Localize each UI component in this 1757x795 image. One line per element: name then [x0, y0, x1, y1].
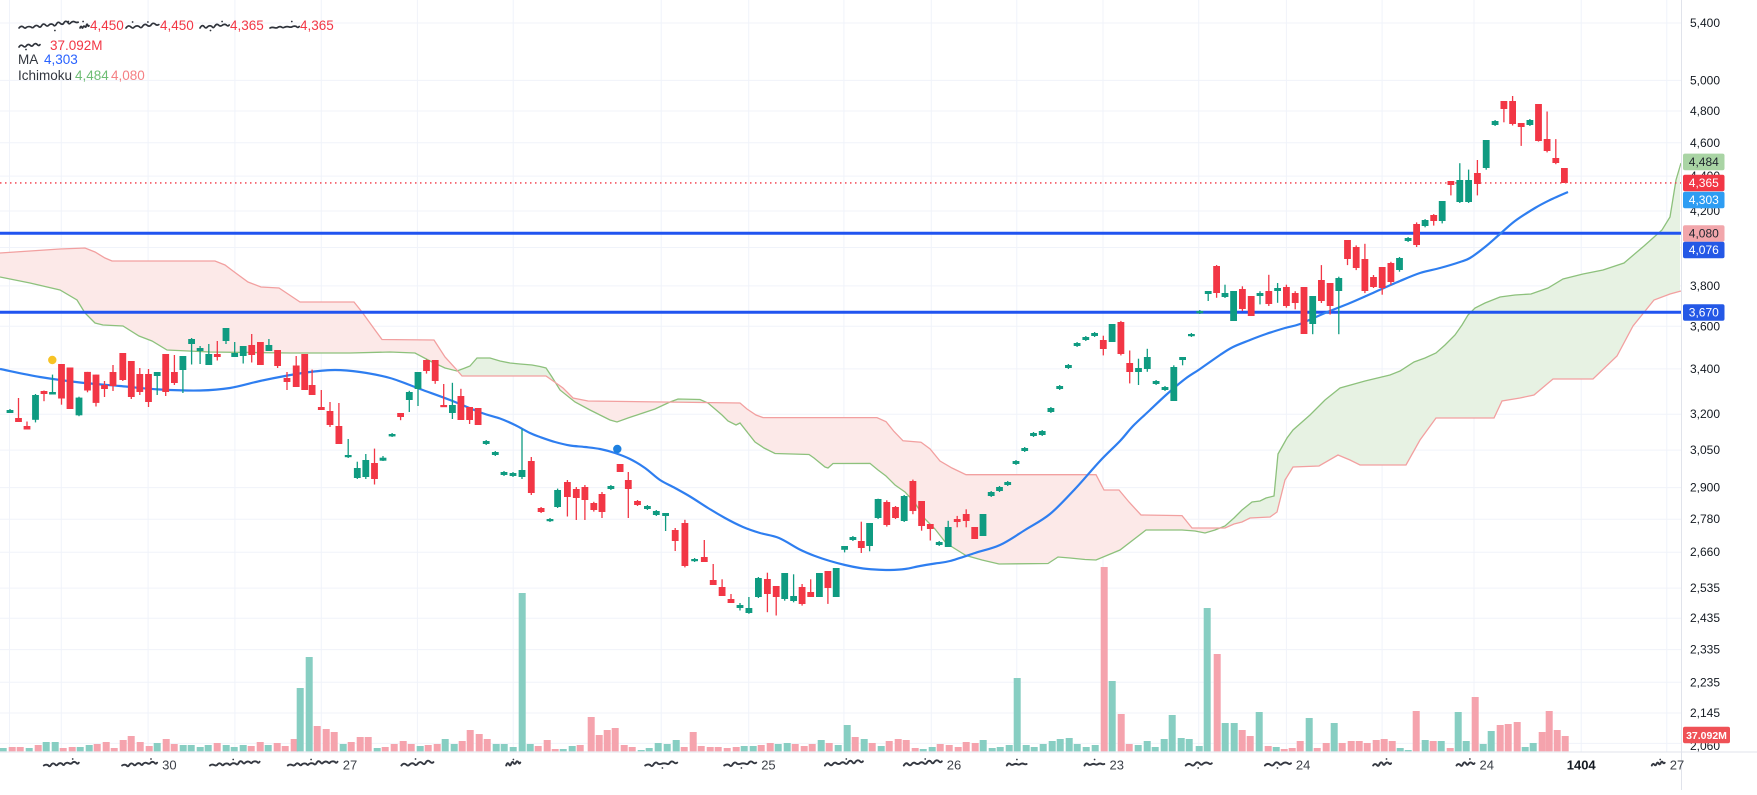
svg-text:4,800: 4,800 [1690, 104, 1720, 118]
svg-text:2,435: 2,435 [1690, 611, 1720, 625]
svg-text:4,080: 4,080 [111, 68, 145, 83]
svg-text:3,050: 3,050 [1690, 443, 1720, 457]
svg-text:4,076: 4,076 [1689, 243, 1719, 257]
svg-text:4,450: 4,450 [160, 18, 194, 33]
svg-text:2,235: 2,235 [1690, 675, 1720, 689]
svg-text:5,000: 5,000 [1690, 73, 1720, 87]
svg-text:2,535: 2,535 [1690, 581, 1720, 595]
svg-text:24: 24 [1480, 758, 1494, 773]
svg-text:3,200: 3,200 [1690, 407, 1720, 421]
svg-text:37.092M: 37.092M [1686, 730, 1727, 742]
svg-text:4,365: 4,365 [1689, 176, 1719, 190]
svg-text:4,365: 4,365 [300, 18, 334, 33]
svg-text:3,600: 3,600 [1690, 319, 1720, 333]
svg-text:2,900: 2,900 [1690, 481, 1720, 495]
svg-text:4,600: 4,600 [1690, 136, 1720, 150]
svg-text:23: 23 [1110, 758, 1124, 773]
svg-text:2,780: 2,780 [1690, 512, 1720, 526]
svg-text:Ichimoku: Ichimoku [18, 68, 72, 83]
svg-text:27: 27 [343, 758, 357, 773]
svg-text:37.092M: 37.092M [50, 38, 103, 53]
svg-text:27: 27 [1670, 758, 1684, 773]
svg-text:MA: MA [18, 52, 38, 67]
svg-text:4,484: 4,484 [1689, 155, 1719, 169]
svg-text:3,400: 3,400 [1690, 362, 1720, 376]
svg-text:5,400: 5,400 [1690, 16, 1720, 30]
svg-text:4,450: 4,450 [90, 18, 124, 33]
svg-text:30: 30 [162, 758, 176, 773]
svg-text:4,484: 4,484 [75, 68, 109, 83]
svg-text:4,365: 4,365 [230, 18, 264, 33]
svg-text:2,145: 2,145 [1690, 706, 1720, 720]
svg-text:4,303: 4,303 [44, 52, 78, 67]
svg-text:3,800: 3,800 [1690, 279, 1720, 293]
svg-text:4,303: 4,303 [1689, 193, 1719, 207]
svg-text:26: 26 [947, 758, 961, 773]
svg-text:2,660: 2,660 [1690, 545, 1720, 559]
svg-text:24: 24 [1296, 758, 1310, 773]
svg-text:25: 25 [761, 758, 775, 773]
svg-text:2,335: 2,335 [1690, 643, 1720, 657]
svg-text:1404: 1404 [1567, 758, 1597, 773]
svg-text:3,670: 3,670 [1689, 306, 1719, 320]
svg-text:4,080: 4,080 [1689, 227, 1719, 241]
